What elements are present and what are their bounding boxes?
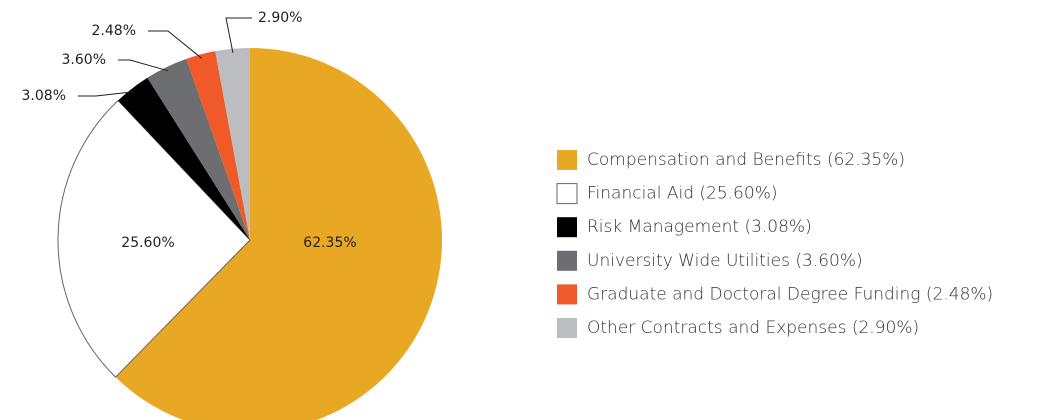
legend-label: Risk Management (3.08%) — [587, 217, 812, 237]
data-label: 3.08% — [22, 88, 66, 104]
data-label: 2.48% — [92, 23, 136, 39]
legend-label: Compensation and Benefits (62.35%) — [587, 150, 905, 170]
leader-line — [225, 17, 252, 53]
pie-slice — [215, 48, 250, 240]
pie-slice — [118, 77, 250, 240]
leader-line — [118, 59, 169, 72]
legend-swatch — [557, 150, 577, 170]
data-label: 25.60% — [121, 235, 174, 251]
pie-slice — [147, 58, 250, 240]
legend-label: Financial Aid (25.60%) — [587, 184, 777, 204]
data-label: 62.35% — [303, 235, 356, 251]
leader-line — [78, 91, 135, 97]
legend-swatch — [557, 217, 577, 238]
legend-swatch — [557, 284, 577, 305]
pie-slice — [186, 51, 250, 240]
legend-swatch — [557, 318, 577, 338]
legend-label: Other Contracts and Expenses (2.90%) — [587, 318, 919, 338]
data-label: 3.60% — [62, 52, 106, 68]
pie-slice — [57, 99, 251, 378]
legend-swatch — [557, 250, 577, 271]
pie-slice — [115, 48, 442, 420]
legend-swatch — [556, 183, 578, 205]
data-label: 2.90% — [258, 10, 302, 26]
legend-label: Graduate and Doctoral Degree Funding (2.… — [587, 284, 993, 304]
legend-label: University Wide Utilities (3.60%) — [587, 251, 863, 271]
leader-line — [148, 30, 202, 59]
